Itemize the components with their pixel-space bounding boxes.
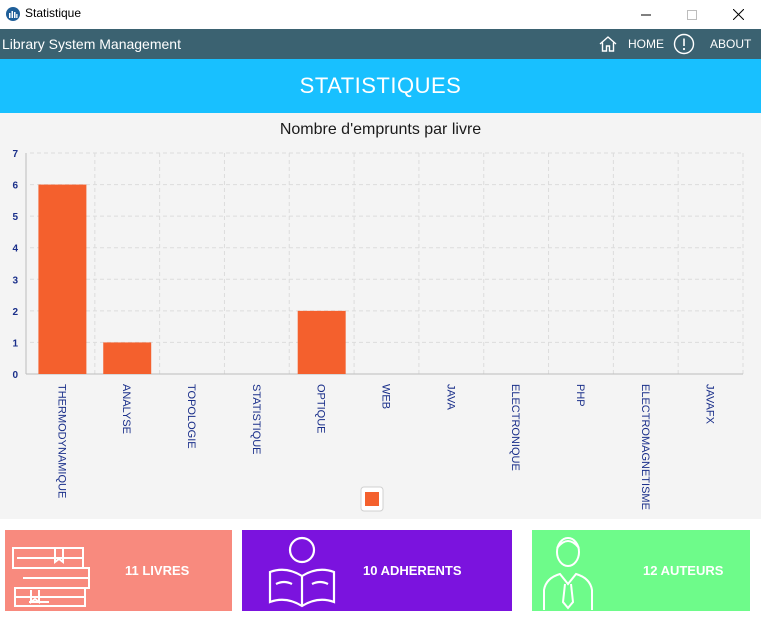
x-tick-label: ELECTROMAGNETISME (639, 384, 651, 510)
legend-swatch (365, 492, 379, 506)
window-title: Statistique (25, 6, 82, 20)
loans-bar-chart: 0 1 2 3 4 5 6 7 THERMODYNAMIQUE ANALYSE TOPOLOGIE S… (12, 149, 744, 512)
brand-title: Library System Management (2, 36, 181, 52)
x-tick-label: OPTIQUE (315, 384, 327, 434)
summary-cards: 11 LIVRES 10 ADHERENTS (0, 519, 761, 618)
maximize-button[interactable] (669, 0, 715, 29)
bar-optique[interactable] (297, 310, 346, 374)
bar-thermodynamique[interactable] (38, 184, 87, 374)
home-icon[interactable] (598, 34, 618, 54)
close-button[interactable] (715, 0, 761, 29)
chart-title: Nombre d'emprunts par livre (279, 121, 482, 138)
authors-card[interactable]: 12 AUTEURS (532, 530, 750, 611)
page-header: STATISTIQUES (0, 59, 761, 113)
close-icon (732, 9, 744, 20)
books-count: 11 LIVRES (125, 563, 190, 578)
books-card[interactable]: 11 LIVRES (5, 530, 232, 611)
books-icon (12, 547, 90, 607)
about-link[interactable]: ABOUT (710, 37, 752, 51)
minimize-icon (641, 14, 651, 15)
maximize-icon (687, 9, 697, 20)
y-tick-label: 0 (12, 370, 18, 381)
page-title: STATISTIQUES (299, 73, 462, 98)
members-card[interactable]: 10 ADHERENTS (242, 530, 512, 611)
x-tick-label: JAVA (444, 384, 456, 411)
app-logo-icon (6, 7, 20, 21)
x-tick-label: WEB (380, 384, 392, 409)
members-count: 10 ADHERENTS (363, 563, 462, 578)
x-tick-label: STATISTIQUE (250, 384, 262, 455)
x-tick-label: JAVAFX (704, 384, 716, 425)
reader-icon (268, 536, 336, 608)
y-tick-label: 5 (12, 212, 18, 223)
authors-count: 12 AUTEURS (643, 563, 724, 578)
y-tick-label: 6 (12, 181, 18, 192)
x-tick-label: PHP (574, 384, 586, 407)
x-tick-label: THERMODYNAMIQUE (55, 384, 67, 498)
x-tick-label: ELECTRONIQUE (509, 384, 521, 471)
y-tick-label: 1 (12, 338, 18, 349)
home-link[interactable]: HOME (628, 37, 664, 51)
y-tick-label: 3 (12, 275, 18, 286)
minimize-button[interactable] (623, 0, 669, 29)
chart-area: 0 1 2 3 4 5 6 7 THERMODYNAMIQUE ANALYSE TOPOLOGIE S… (0, 113, 761, 519)
x-tick-label: TOPOLOGIE (185, 384, 197, 449)
y-tick-label: 2 (12, 307, 18, 318)
title-bar: Statistique (0, 0, 761, 29)
y-tick-label: 7 (12, 149, 18, 160)
nav-bar: Library System Management HOME ABOUT (0, 29, 761, 59)
y-tick-label: 4 (12, 244, 18, 255)
x-tick-label: ANALYSE (120, 384, 132, 434)
bar-analyse[interactable] (103, 342, 152, 374)
info-icon[interactable] (673, 33, 695, 55)
author-icon (543, 537, 593, 610)
